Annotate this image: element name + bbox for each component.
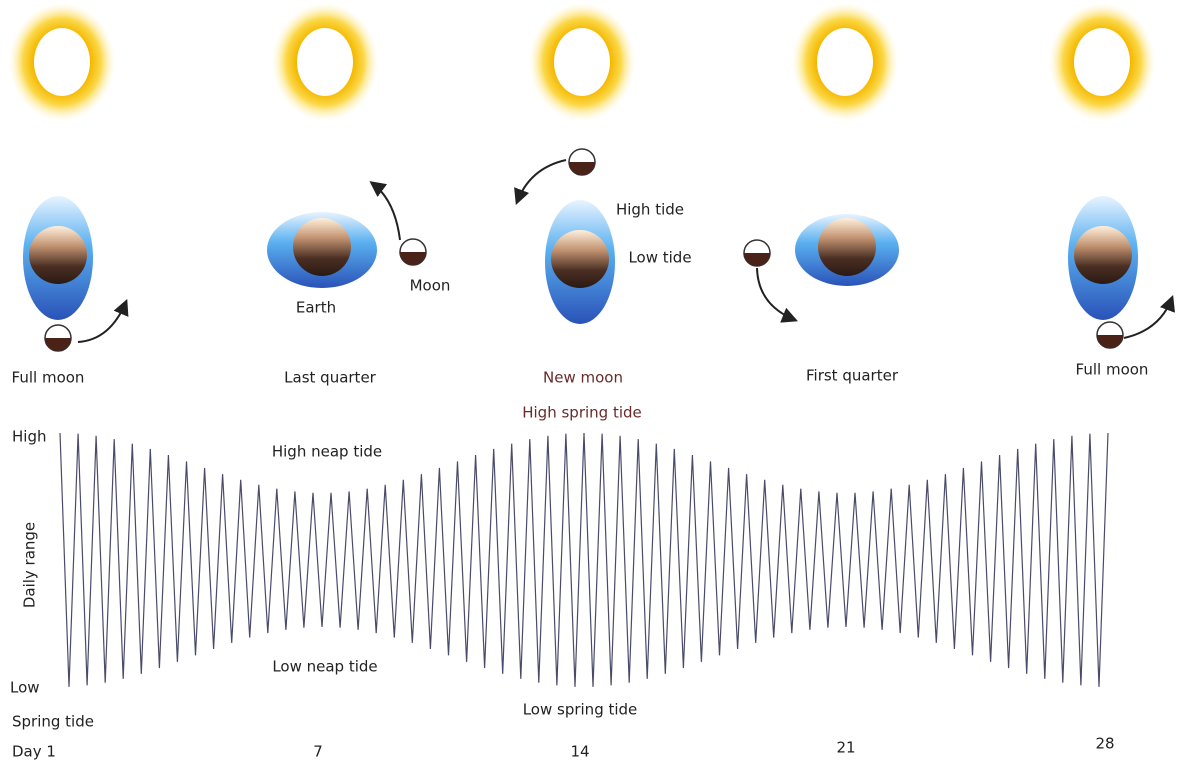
day-label: Day 1: [12, 743, 56, 760]
high-neap-label: High neap tide: [272, 443, 382, 461]
earth: [1074, 226, 1132, 284]
phase-label: Last quarter: [284, 369, 377, 387]
moon-dark: [1097, 335, 1123, 348]
orbit-arrow: [757, 268, 795, 320]
tide-diagram: Full moon Last quarter New moon First qu…: [0, 0, 1182, 760]
sun-core: [34, 28, 90, 96]
orbit-arrow: [78, 302, 126, 342]
low-neap-label: Low neap tide: [272, 658, 377, 676]
phase-label: Full moon: [12, 369, 85, 387]
earth: [818, 218, 876, 276]
moon-dark: [569, 162, 595, 175]
orbit-arrow: [517, 160, 566, 202]
sun-core: [554, 28, 610, 96]
orbit-arrow: [1124, 298, 1172, 338]
sun-core: [1074, 28, 1130, 96]
sun-core: [297, 28, 353, 96]
earth-label: Earth: [296, 299, 336, 317]
earth: [29, 226, 87, 284]
y-low-label: Low: [10, 679, 40, 697]
tide-curve: [60, 433, 1108, 687]
earth: [551, 230, 609, 288]
phase-label: First quarter: [806, 367, 899, 385]
phase-label: New moon: [543, 369, 623, 387]
orbit-arrow: [372, 183, 400, 240]
high-tide-label: High tide: [616, 201, 684, 219]
low-tide-label: Low tide: [628, 249, 691, 267]
moon-dark: [45, 338, 71, 351]
high-spring-label: High spring tide: [522, 404, 642, 422]
y-high-label: High: [12, 428, 46, 446]
day-label: 14: [570, 743, 589, 760]
moon-label: Moon: [410, 277, 451, 295]
day-label: 7: [313, 743, 323, 760]
moon-dark: [744, 253, 770, 266]
moon-dark: [400, 252, 426, 265]
low-spring-label: Low spring tide: [523, 701, 638, 719]
earth: [293, 218, 351, 276]
day-label: 21: [836, 739, 855, 757]
spring-tide-label: Spring tide: [12, 713, 94, 731]
day-label: 28: [1095, 735, 1114, 753]
y-axis-label: Daily range: [21, 522, 39, 608]
phase-label: Full moon: [1076, 361, 1149, 379]
illustration: [10, 4, 1172, 687]
sun-core: [817, 28, 873, 96]
